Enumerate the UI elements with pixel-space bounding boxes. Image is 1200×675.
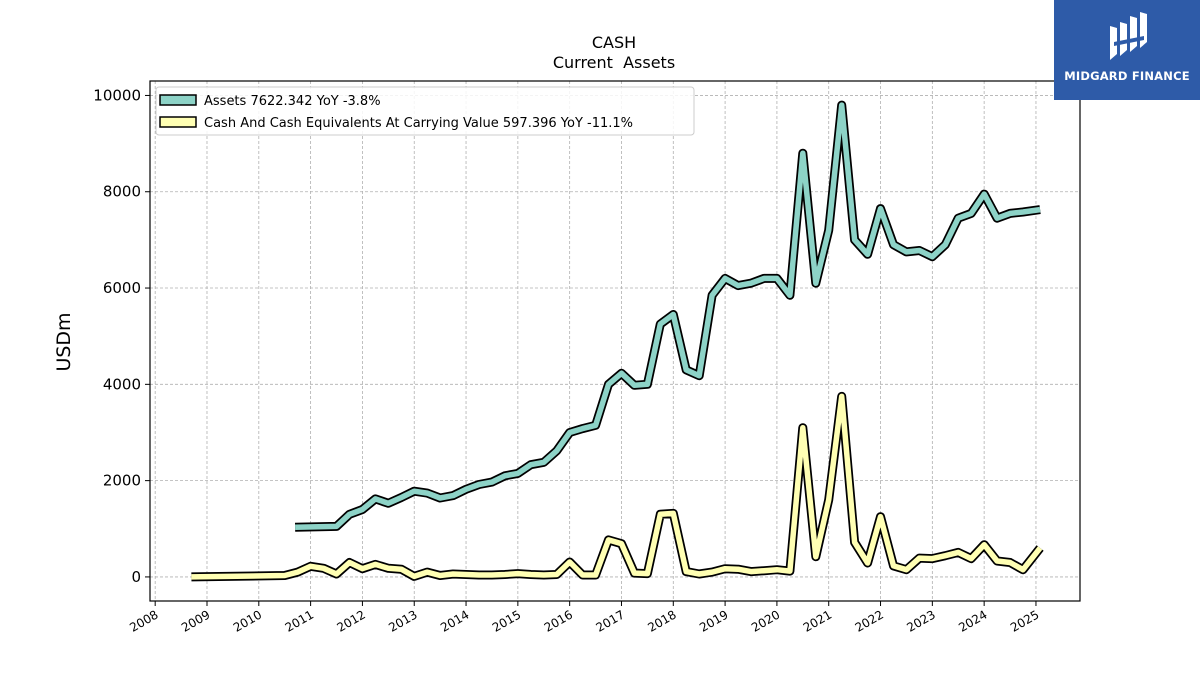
x-tick-label: 2025	[1008, 607, 1041, 634]
x-tick-label: 2022	[853, 607, 886, 634]
x-tick-label: 2016	[542, 607, 575, 634]
y-tick-label: 10000	[93, 86, 141, 104]
x-tick-label: 2021	[801, 607, 834, 634]
legend-label: Cash And Cash Equivalents At Carrying Va…	[204, 116, 633, 131]
legend-swatch	[159, 94, 197, 106]
y-tick-label: 4000	[103, 375, 141, 393]
series-line-0	[295, 102, 1041, 531]
series-outline-1	[191, 391, 1044, 582]
series-lines	[191, 100, 1044, 582]
plot-frame	[149, 80, 1081, 602]
x-tick-label: 2018	[645, 607, 678, 634]
company-logo: MIDGARD FINANCE	[1054, 0, 1200, 100]
legend-swatch	[159, 116, 197, 128]
chart-title: CASH	[592, 33, 636, 52]
x-tick-label: 2008	[127, 607, 160, 634]
x-tick-label: 2019	[697, 607, 730, 634]
x-tick-label: 2011	[283, 607, 316, 634]
x-tick-label: 2023	[904, 607, 937, 634]
x-tick-label: 2024	[956, 607, 989, 634]
legend-box	[155, 86, 695, 136]
y-tick-label: 0	[131, 568, 141, 586]
y-tick-label: 6000	[103, 279, 141, 297]
legend: Assets 7622.342 YoY -3.8% Cash And Cash E…	[155, 86, 695, 136]
series-line-1	[191, 393, 1043, 580]
x-tick-label: 2013	[386, 607, 419, 634]
x-tick-label: 2017	[594, 607, 627, 634]
y-tick-label: 2000	[103, 472, 141, 490]
x-tick-label: 2009	[179, 607, 212, 634]
x-tick-label: 2015	[490, 607, 523, 634]
x-tick-label: 2012	[334, 607, 367, 634]
grid	[150, 81, 1080, 601]
x-tick-label: 2014	[438, 607, 471, 634]
x-tick-label: 2020	[749, 607, 782, 634]
logo-text: MIDGARD FINANCE	[1064, 69, 1190, 83]
y-tick-label: 8000	[103, 183, 141, 201]
legend-label: Assets 7622.342 YoY -3.8%	[204, 94, 381, 109]
midgard-logo-icon	[1110, 12, 1147, 60]
y-axis-label: USDm	[53, 312, 75, 371]
chart-subtitle: Current Assets	[553, 53, 675, 72]
x-tick-label: 2010	[231, 607, 264, 634]
